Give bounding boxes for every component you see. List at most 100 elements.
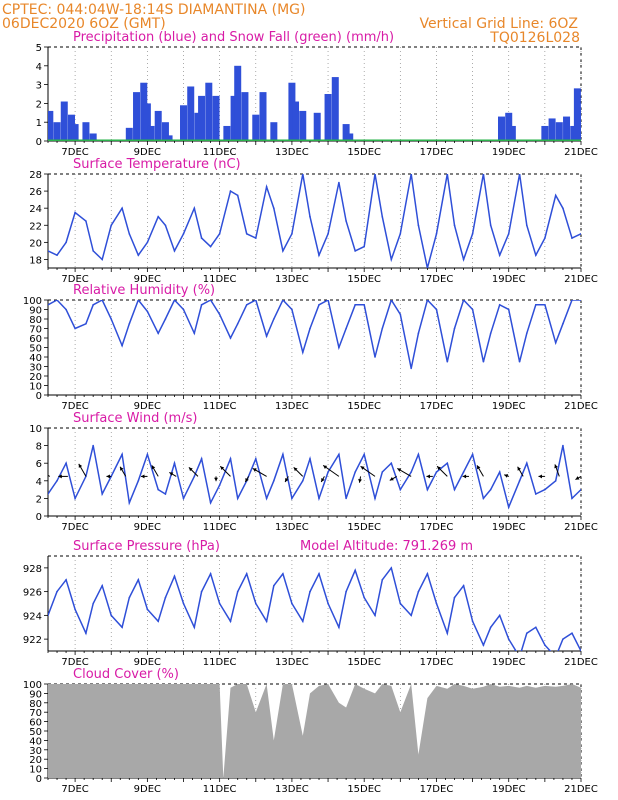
data-point: [173, 250, 176, 252]
data-point: [410, 174, 412, 175]
data-point: [363, 453, 365, 456]
precip-bar: [508, 125, 516, 141]
data-point: [85, 632, 87, 634]
data-point: [291, 602, 293, 605]
x-tick-label: 7DEC: [61, 274, 88, 285]
x-tick-label: 13DEC: [275, 147, 309, 158]
precip-bar: [299, 110, 307, 141]
data-point: [282, 250, 284, 252]
data-point: [471, 453, 474, 456]
data-point: [229, 620, 232, 623]
panel-2: Relative Humidity (%) 7DEC 9DEC 11DEC 13DEC 1…: [23, 283, 598, 412]
data-point: [453, 224, 456, 227]
data-point: [446, 174, 449, 175]
data-point: [245, 233, 248, 235]
data-point: [338, 626, 340, 629]
data-point: [507, 308, 510, 311]
data-point: [462, 471, 465, 473]
x-tick-label: 17DEC: [420, 274, 454, 285]
data-point: [453, 596, 456, 599]
data-point: [399, 488, 402, 491]
data-point: [218, 233, 221, 235]
precip-bar: [577, 107, 581, 141]
data-point: [229, 337, 232, 339]
wind-arrow-head: [188, 467, 193, 472]
data-point: [327, 300, 329, 301]
precip-bar: [252, 114, 260, 141]
wind-arrow-head: [426, 474, 430, 479]
data-point: [173, 575, 176, 577]
data-point: [121, 626, 123, 629]
precip-bar: [48, 110, 54, 141]
data-point: [410, 614, 412, 617]
plot-area: [48, 444, 581, 510]
data-point: [435, 308, 438, 311]
y-tick-label: 20: [29, 372, 42, 383]
wind-arrow-head: [151, 465, 156, 470]
y-tick-label: 926: [23, 588, 42, 599]
data-point: [209, 300, 212, 301]
precip-bar: [342, 124, 350, 141]
precip-bar: [292, 101, 300, 141]
data-point: [544, 488, 546, 491]
y-tick-label: 30: [29, 746, 42, 757]
wind-arrow-head: [360, 466, 365, 470]
data-point: [193, 332, 196, 335]
x-tick-label: 11DEC: [203, 401, 237, 412]
data-point: [309, 590, 311, 593]
x-tick-label: 13DEC: [275, 784, 309, 795]
x-tick-label: 19DEC: [492, 274, 526, 285]
x-tick-label: 11DEC: [203, 522, 237, 533]
data-point: [218, 313, 221, 316]
data-point: [489, 332, 492, 335]
data-point: [236, 194, 239, 197]
data-point: [571, 632, 573, 634]
wind-arrow-head: [323, 465, 328, 469]
precip-bar: [205, 82, 213, 141]
x-tick-label: 9DEC: [134, 274, 161, 285]
y-tick-label: 40: [29, 736, 42, 747]
data-point: [164, 596, 167, 599]
data-point: [453, 488, 456, 491]
data-point: [301, 351, 304, 354]
panel-4: Surface Pressure (hPa) Model Altitude: 79…: [23, 539, 598, 668]
y-tick-label: 10: [29, 424, 42, 435]
y-tick-label: 8: [36, 442, 42, 453]
data-point: [426, 573, 429, 575]
data-point: [327, 471, 329, 473]
y-tick-label: 0: [36, 137, 42, 148]
data-point: [426, 488, 429, 491]
wind-arrow-head: [437, 466, 441, 471]
precip-bar: [187, 86, 195, 141]
y-tick-label: 70: [29, 708, 42, 719]
x-tick-label: 19DEC: [492, 147, 526, 158]
y-tick-label: 26: [29, 187, 42, 198]
data-point: [173, 300, 176, 301]
wind-arrow-head: [220, 466, 225, 471]
data-point: [354, 471, 356, 473]
wind-arrow-head: [358, 478, 362, 483]
data-point: [544, 644, 546, 646]
x-tick-label: 17DEC: [420, 401, 454, 412]
data-point: [137, 254, 140, 256]
wind-arrow-head: [517, 466, 521, 471]
data-point: [363, 303, 365, 306]
y-tick-label: 100: [23, 680, 42, 691]
data-point: [535, 493, 537, 495]
data-point: [164, 224, 167, 227]
data-point: [498, 614, 501, 617]
precip-bar: [259, 92, 267, 141]
x-tick-label: 15DEC: [347, 657, 381, 668]
data-point: [318, 303, 320, 306]
data-point: [489, 224, 492, 227]
y-tick-label: 4: [36, 477, 42, 488]
y-tick-label: 70: [29, 325, 42, 336]
data-point: [282, 573, 284, 575]
data-point: [218, 484, 221, 487]
data-point: [554, 480, 557, 482]
data-point: [446, 632, 449, 634]
x-tick-label: 15DEC: [347, 401, 381, 412]
x-tick-label: 9DEC: [134, 657, 161, 668]
x-tick-label: 11DEC: [203, 784, 237, 795]
panel-title: Surface Pressure (hPa): [73, 539, 220, 554]
